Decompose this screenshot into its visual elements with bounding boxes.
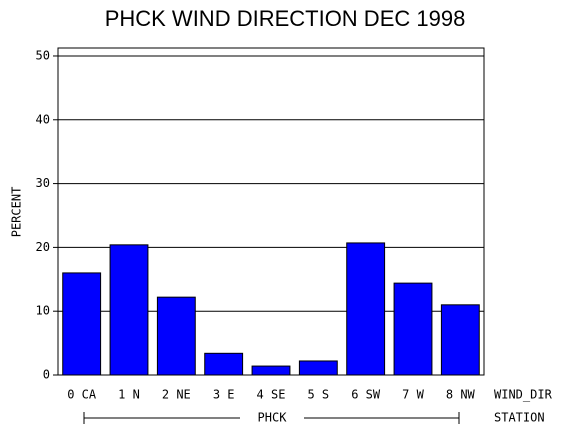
bar [440, 304, 480, 376]
bar [109, 244, 149, 376]
y-tick-label: 0 [43, 368, 50, 382]
chart-title: PHCK WIND DIRECTION DEC 1998 [105, 6, 466, 31]
x-tick-label: 6 SW [351, 388, 381, 402]
x-tick-label: 0 CA [67, 388, 97, 402]
x-tick-label: 8 NW [446, 388, 476, 402]
bar [298, 360, 338, 376]
y-axis-label: PERCENT [10, 187, 24, 238]
y-tick-label: 30 [36, 176, 50, 190]
bar [156, 296, 196, 376]
y-tick-label: 20 [36, 240, 50, 254]
bar [62, 272, 102, 376]
x-axis-label: WIND_DIR [494, 388, 553, 402]
bar [346, 242, 386, 376]
x-tick-label: 5 S [307, 388, 329, 402]
x-tick-label: 7 W [402, 388, 424, 402]
x-tick-label: 1 N [118, 388, 140, 402]
y-tick-label: 10 [36, 304, 50, 318]
x-tick-label: 4 SE [257, 388, 286, 402]
bar [393, 282, 433, 376]
bar [204, 352, 244, 376]
x-tick-label: 2 NE [162, 388, 191, 402]
group-axis-label: STATION [494, 411, 545, 425]
y-tick-label: 50 [36, 48, 50, 62]
y-tick-label: 40 [36, 112, 50, 126]
group-label: PHCK [258, 411, 288, 425]
bar [251, 365, 291, 376]
x-tick-label: 3 E [213, 388, 235, 402]
